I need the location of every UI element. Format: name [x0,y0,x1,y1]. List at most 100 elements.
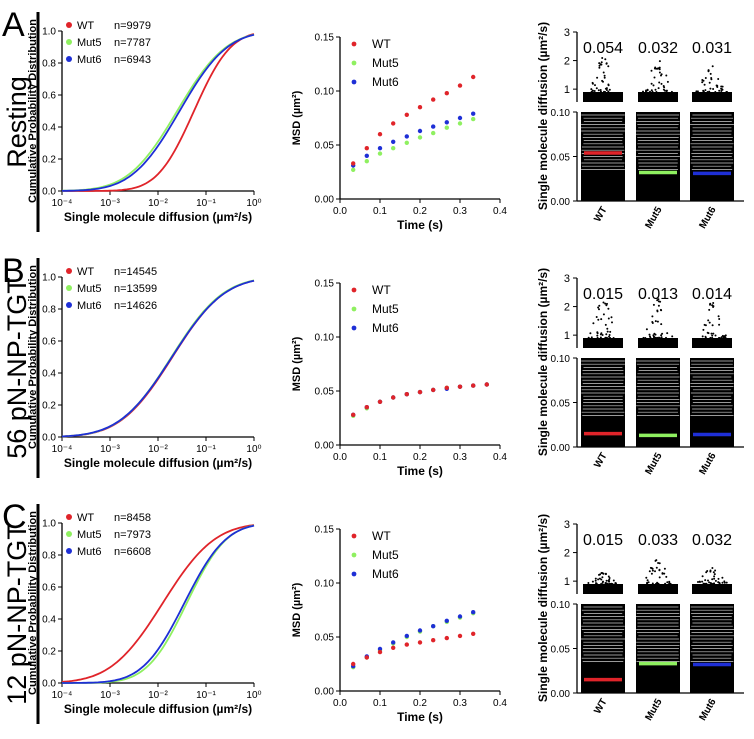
dot-outlier-mut5 [656,309,659,312]
dot-outlier-mut5 [663,86,666,89]
dot-outlier-mut6 [697,581,699,583]
dot-outlier-wt [590,88,593,91]
msd-y-tick-label: 0.00 [315,687,335,698]
dot-outlier-mut6 [713,582,716,585]
msd-point-mut5 [351,167,356,172]
msd-point-mut6 [364,153,369,158]
cdf-x-tick-label: 10⁰ [246,198,261,209]
msd-legend-marker-mut6 [351,79,357,85]
dot-outlier-wt [615,583,617,585]
dot-outlier-mut5 [660,323,663,326]
dot-outlier-mut5 [650,572,653,575]
dot-outlier-mut6 [695,90,698,93]
msd-point-wt [404,642,409,647]
dot-outlier-mut5 [645,576,648,579]
dot-outlier-mut6 [709,72,712,75]
dot-y-tick-label: 0.05 [551,645,571,656]
dot-outlier-wt [600,318,603,321]
dot-outlier-mut6 [710,583,713,585]
dot-outlier-wt [606,582,609,585]
cdf-legend-label: Mut6 [77,546,101,558]
msd-x-tick-label: 0.0 [333,206,347,217]
dot-outlier-mut6 [711,334,714,337]
msd-point-wt [391,395,396,400]
msd-point-wt [444,91,449,96]
panel-letter: A [2,6,25,44]
dot-outlier-mut5 [665,91,668,93]
dot-outlier-band-mut5 [638,92,678,102]
dot-outlier-mut6 [701,580,704,583]
dot-outlier-mut6 [720,85,723,88]
dot-outlier-wt [592,322,595,325]
dot-outlier-mut6 [708,581,711,584]
dot-outlier-mut5 [658,568,661,571]
msd-x-axis-label: Time (s) [397,464,443,478]
cdf-x-tick-label: 10⁻³ [100,444,120,455]
dot-outlier-band-mut5 [638,338,678,348]
dot-category-label: Mut6 [697,205,718,231]
dot-outlier-mut5 [650,69,653,72]
dot-outlier-wt [601,334,604,336]
dot-outlier-mut6 [720,87,723,90]
msd-point-wt [457,633,463,639]
msd-point-mut6 [431,624,436,629]
dot-outlier-mut6 [711,324,714,327]
dot-outlier-mut5 [645,89,647,92]
msd-y-tick-label: 0.00 [315,195,335,206]
dot-outlier-mut5 [648,570,651,573]
msd-x-tick-label: 0.0 [333,452,347,463]
dot-outlier-mut5 [653,76,656,79]
cdf-curve-wt [62,33,255,192]
dot-y-tick-label: 0.05 [551,399,571,410]
dot-outlier-mut6 [708,90,711,93]
dot-category-label: Mut5 [643,697,664,723]
dot-outlier-mut6 [717,78,720,80]
dot-outlier-mut6 [706,331,709,334]
dot-y-axis-label: Single molecule diffusion (µm²/s) [536,268,550,456]
dot-outlier-wt [602,71,605,74]
dot-outlier-mut6 [720,90,723,92]
cdf-curve-mut6 [61,279,255,438]
dot-outlier-wt [608,577,611,579]
dot-outlier-mut5 [661,332,664,335]
dot-outlier-wt [604,302,607,305]
msd-point-mut6 [471,111,476,116]
dot-outlier-mut6 [717,581,720,584]
dot-outlier-mut5 [656,320,659,323]
dot-outlier-mut6 [704,324,707,327]
panel-letter: B [2,252,25,290]
msd-point-wt [351,161,356,166]
msd-point-wt [391,121,396,126]
cdf-y-tick-label: 0.8 [42,551,56,562]
dot-outlier-mut5 [657,67,660,70]
dot-outlier-wt [599,89,602,91]
dot-outlier-mut5 [658,336,660,339]
msd-x-tick-label: 0.0 [333,698,347,709]
dot-outlier-mut6 [718,318,721,320]
cdf-legend-n: n=14545 [114,266,157,278]
dot-outlier-mut5 [644,337,647,339]
dot-outlier-wt [598,64,601,67]
dot-outlier-mut6 [710,77,713,79]
dot-outlier-wt [600,61,603,64]
msd-legend-label: Mut6 [372,321,399,335]
dot-outlier-mut5 [650,89,653,92]
dot-outlier-mut6 [718,323,721,326]
dot-outlier-mut5 [664,89,666,92]
dot-outlier-wt [587,336,590,339]
dot-outlier-mut5 [655,559,658,562]
msd-legend-label: Mut6 [372,75,399,89]
cdf-y-tick-label: 0.0 [42,679,56,690]
dot-outlier-wt [600,578,603,581]
dot-outlier-mut5 [661,572,664,575]
dot-outlier-mut6 [712,88,715,90]
dot-outlier-band-wt [583,92,623,102]
dot-outlier-wt [595,316,598,318]
dot-outlier-wt [603,74,606,77]
msd-y-axis-label: MSD (µm²) [291,582,303,637]
msd-legend-label: Mut5 [372,56,399,70]
dot-outlier-mut5 [660,82,663,85]
msd-point-wt [457,384,463,389]
dot-outlier-wt [609,337,612,339]
dot-outlier-mut6 [707,319,710,322]
